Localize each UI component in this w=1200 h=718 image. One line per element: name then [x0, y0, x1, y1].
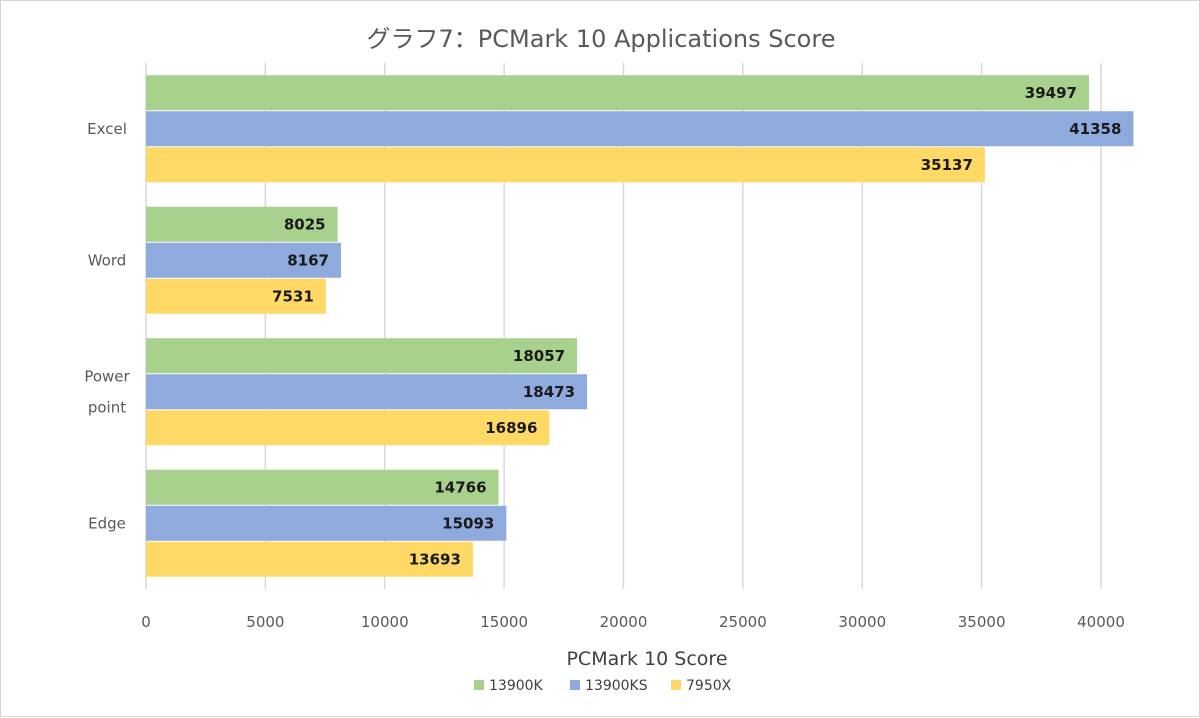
- data-labels: 39497 41358 35137 8025 8167 7531 18057 18473 168…: [272, 84, 1121, 569]
- bar-13900ks: [146, 374, 588, 410]
- bar-13900k: [146, 206, 338, 242]
- x-tick-label: 5000: [246, 613, 284, 631]
- data-label: 35137: [921, 156, 973, 174]
- legend-label: 13900KS: [585, 678, 648, 694]
- x-tick-label: 20000: [600, 613, 648, 631]
- bar-13900k: [146, 338, 578, 374]
- chart-title: グラフ7：PCMark 10 Applications Score: [367, 25, 836, 53]
- bars: [146, 75, 1134, 577]
- data-label: 18473: [523, 383, 575, 401]
- category-label: point: [88, 398, 126, 416]
- x-tick-label: 10000: [361, 613, 409, 631]
- data-label: 13693: [409, 550, 461, 568]
- data-label: 15093: [442, 514, 494, 532]
- data-label: 39497: [1025, 84, 1077, 102]
- x-axis-ticks: 0 5000 10000 15000 20000 25000 30000 35000 40000: [141, 613, 1125, 631]
- data-label: 14766: [434, 478, 486, 496]
- data-label: 16896: [485, 419, 537, 437]
- x-axis-title: PCMark 10 Score: [566, 648, 727, 670]
- legend-swatch-13900ks: [570, 680, 580, 690]
- bar-13900ks: [146, 242, 341, 278]
- bar-7950x: [146, 147, 985, 183]
- category-label: Word: [88, 251, 127, 269]
- bar-13900k: [146, 75, 1089, 111]
- x-tick-label: 25000: [719, 613, 767, 631]
- bar-7950x: [146, 278, 326, 314]
- bar-7950x: [146, 541, 473, 577]
- legend: 13900K 13900KS 7950X: [474, 678, 732, 694]
- bar-13900k: [146, 469, 499, 505]
- y-axis-categories: Excel Word Power point Edge: [84, 120, 130, 533]
- x-tick-label: 0: [141, 613, 151, 631]
- category-label: Power: [84, 367, 130, 385]
- x-tick-label: 15000: [480, 613, 528, 631]
- data-label: 8167: [287, 251, 329, 269]
- data-label: 18057: [513, 347, 565, 365]
- x-tick-label: 30000: [838, 613, 886, 631]
- data-label: 41358: [1069, 120, 1121, 138]
- category-label: Edge: [88, 514, 126, 532]
- legend-label: 13900K: [489, 678, 544, 694]
- legend-swatch-7950x: [671, 680, 681, 690]
- x-tick-label: 40000: [1077, 613, 1125, 631]
- data-label: 8025: [284, 215, 326, 233]
- data-label: 7531: [272, 287, 314, 305]
- bar-13900ks: [146, 111, 1134, 147]
- category-label: Excel: [87, 120, 127, 138]
- bar-13900ks: [146, 505, 507, 541]
- x-tick-label: 35000: [958, 613, 1006, 631]
- bar-7950x: [146, 410, 550, 446]
- legend-swatch-13900k: [474, 680, 484, 690]
- legend-label: 7950X: [686, 678, 732, 694]
